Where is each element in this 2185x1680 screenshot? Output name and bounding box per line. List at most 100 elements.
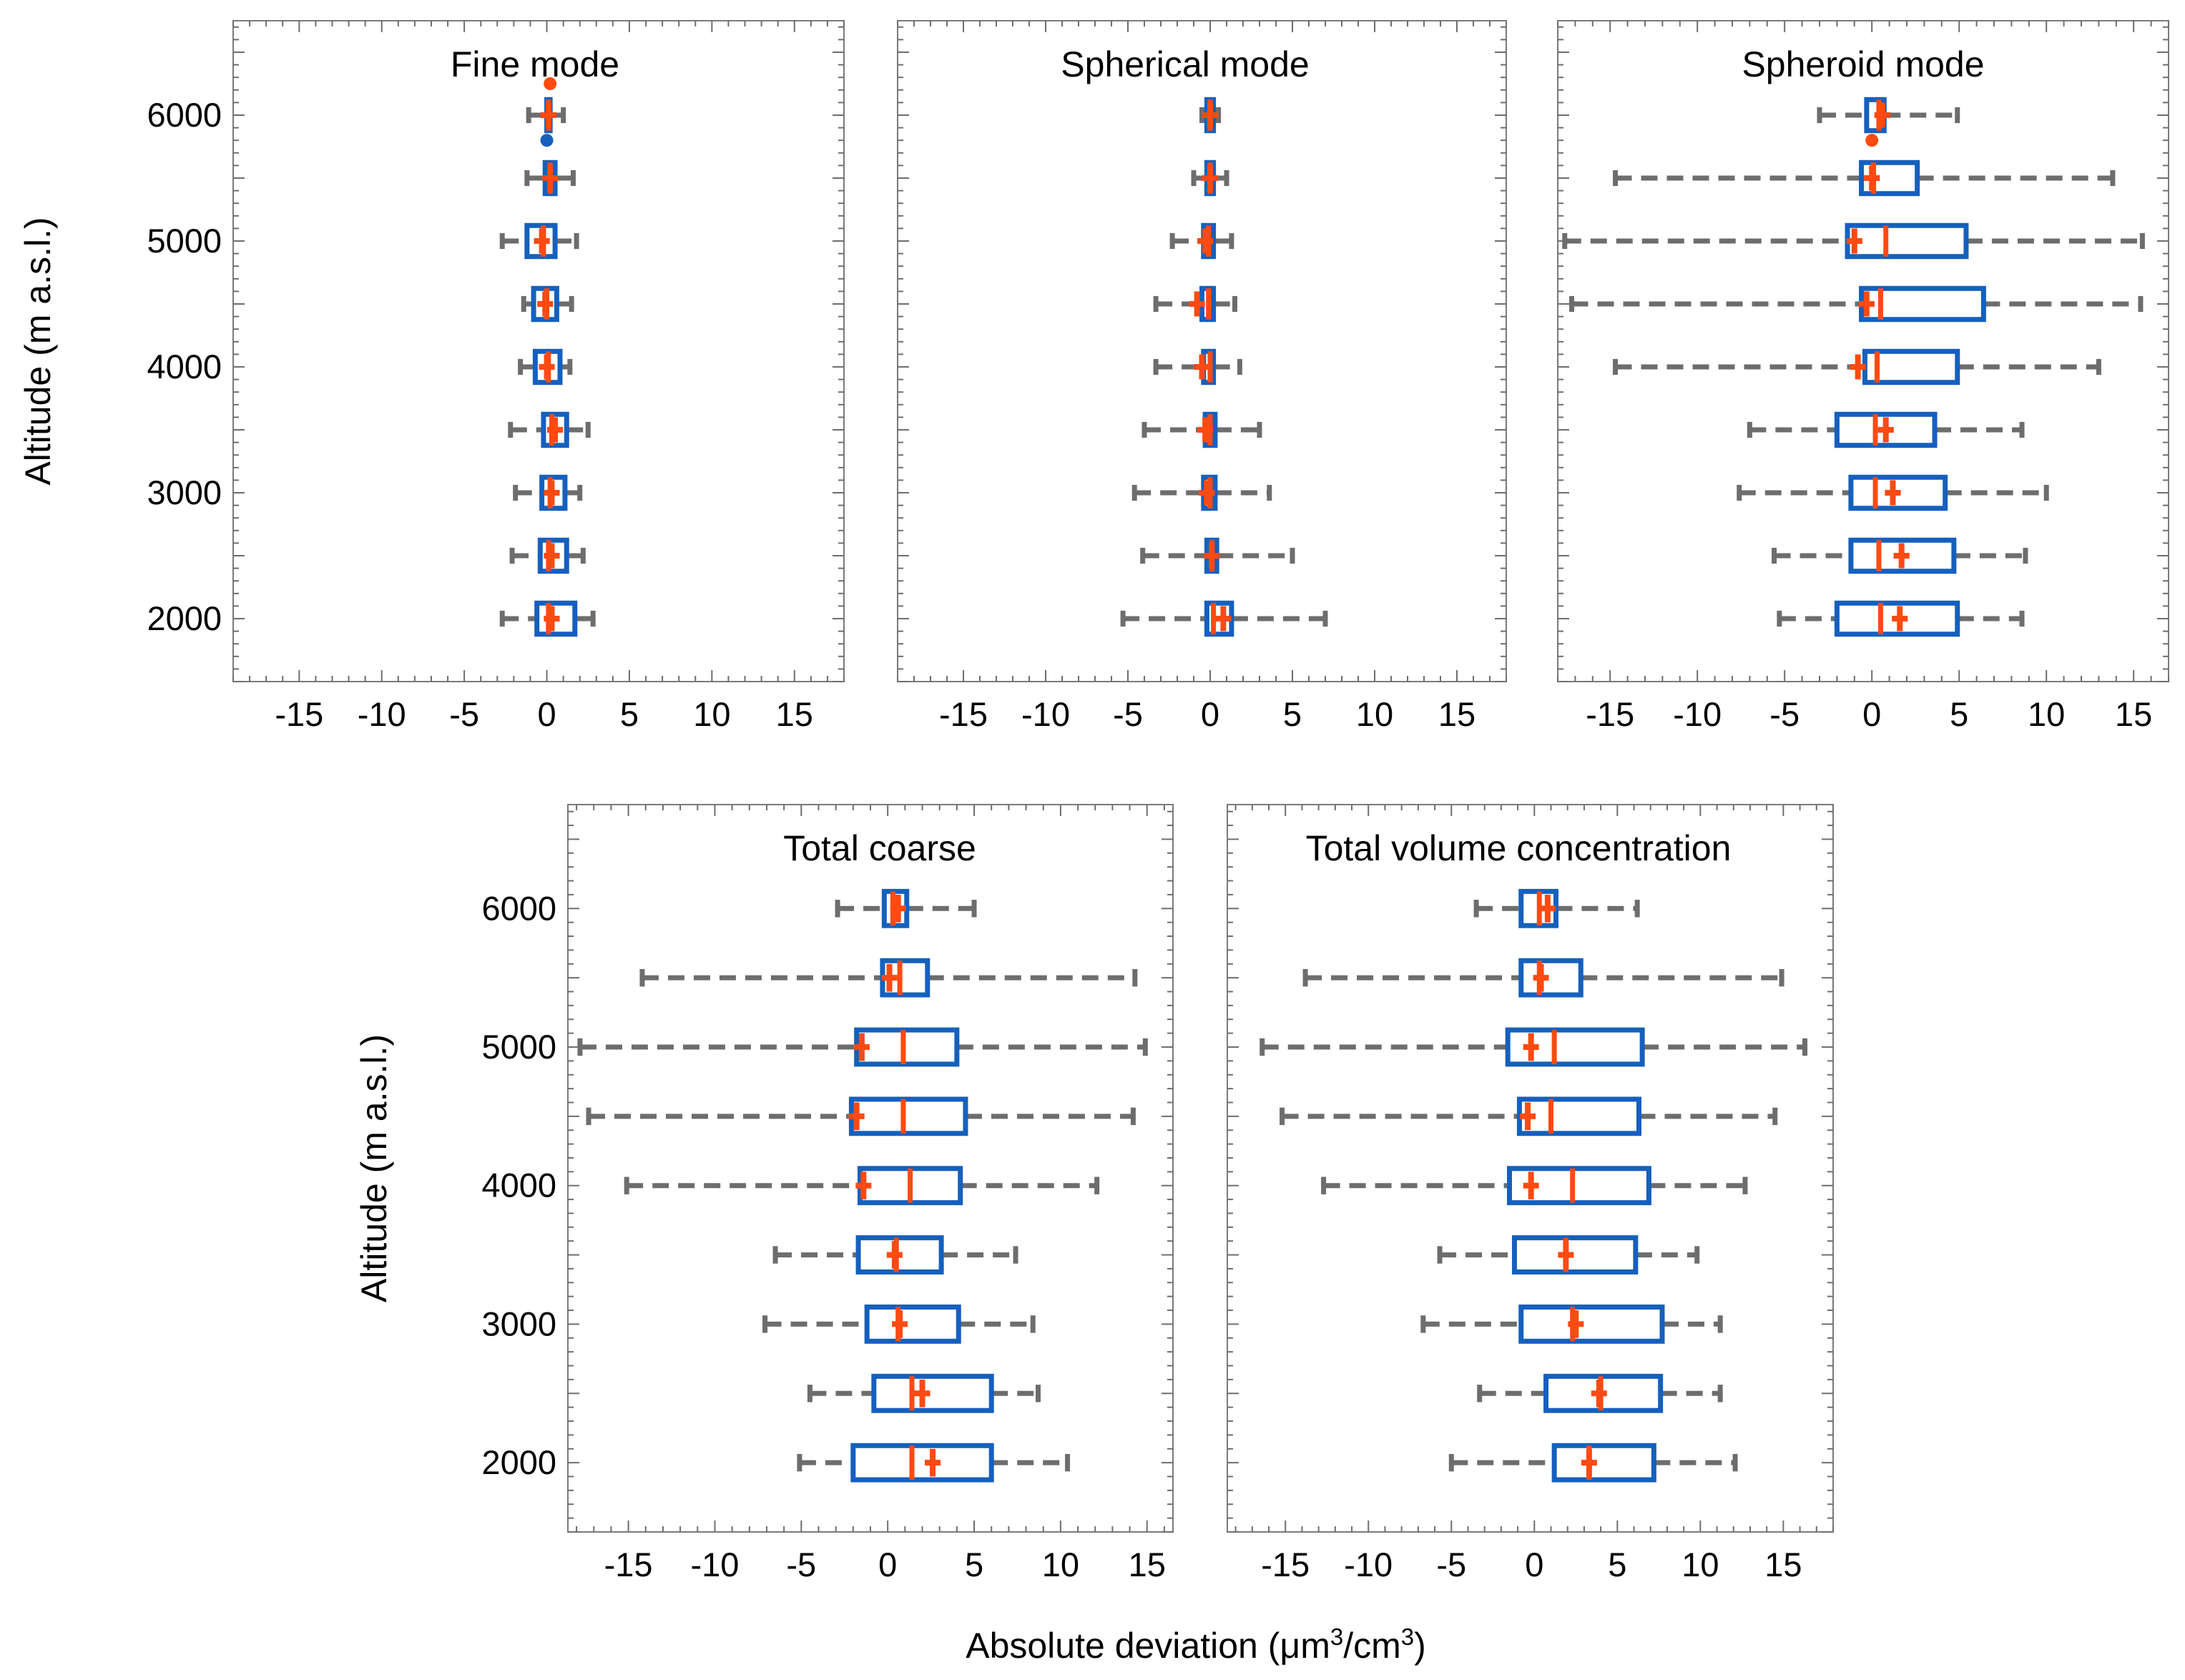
mean-marker bbox=[1197, 417, 1214, 443]
panel-1: -15 -10 -5 0 5 10 15 2000 3000 4000 5000 6000 Fine m… bbox=[18, 20, 845, 733]
mean-marker bbox=[1533, 963, 1549, 992]
mean-marker bbox=[1850, 354, 1866, 380]
iqr-box bbox=[539, 474, 568, 511]
mean-marker bbox=[886, 1241, 903, 1269]
iqr-box bbox=[1518, 958, 1583, 998]
mean-marker bbox=[1215, 606, 1232, 632]
box-4000 bbox=[624, 1166, 1100, 1206]
iqr-box bbox=[1834, 411, 1938, 448]
panel-4: -15 -10 -5 0 5 10 15 2000 3000 4000 5000 6000 Total … bbox=[354, 804, 1174, 1583]
mean-marker bbox=[1892, 606, 1908, 632]
mean-marker bbox=[1874, 102, 1890, 128]
mean-marker bbox=[1864, 165, 1880, 191]
x-tick-label: -10 bbox=[358, 695, 406, 733]
box-2000 bbox=[1448, 1443, 1738, 1483]
box-6000 bbox=[1199, 97, 1221, 134]
mean-marker bbox=[1202, 102, 1219, 128]
box-2000 bbox=[1120, 600, 1328, 637]
shared-x-axis-label: Absolute deviation (μm3/cm3) bbox=[966, 1623, 1426, 1666]
x-tick-label: -5 bbox=[449, 695, 479, 733]
x-tick-label: -10 bbox=[690, 1546, 739, 1583]
x-tick-label: -10 bbox=[1673, 695, 1722, 733]
mean-marker bbox=[1591, 1379, 1607, 1408]
box-4000 bbox=[1153, 348, 1242, 385]
box-3000 bbox=[1131, 474, 1272, 511]
x-tick-label: -15 bbox=[1586, 695, 1634, 733]
outlier-point bbox=[1865, 134, 1879, 147]
panel-5: -15 -10 -5 0 5 10 15 Total volume concentration bbox=[1227, 804, 1834, 1583]
iqr-box bbox=[1511, 1235, 1639, 1274]
box-4500 bbox=[1280, 1096, 1778, 1136]
y-tick-label: 2000 bbox=[481, 1443, 556, 1481]
plot-frame bbox=[1557, 20, 2169, 682]
box-2500 bbox=[509, 537, 586, 574]
box-2000 bbox=[499, 600, 596, 637]
outlier-point bbox=[544, 77, 557, 90]
y-tick-label: 5000 bbox=[147, 222, 222, 260]
box-5000 bbox=[1562, 222, 2145, 260]
mean-marker bbox=[537, 291, 554, 317]
box-5500 bbox=[1191, 159, 1229, 197]
mean-marker bbox=[892, 1310, 908, 1338]
box-5500 bbox=[639, 958, 1138, 998]
mean-marker bbox=[1194, 354, 1210, 380]
x-tick-label: 5 bbox=[1608, 1546, 1626, 1583]
mean-marker bbox=[890, 894, 906, 923]
box-4000 bbox=[518, 348, 573, 385]
x-tick-label: 0 bbox=[1862, 695, 1881, 733]
box-3000 bbox=[1737, 474, 2049, 511]
panel-3: -15 -10 -5 0 5 10 15 Spheroid mode bbox=[1557, 20, 2169, 733]
iqr-box bbox=[864, 1305, 961, 1344]
y-tick-label: 3000 bbox=[481, 1305, 556, 1342]
mean-marker bbox=[853, 1033, 870, 1061]
x-tick-label: -15 bbox=[604, 1546, 653, 1583]
box-5000 bbox=[499, 222, 579, 260]
x-tick-label: 10 bbox=[2028, 695, 2065, 733]
mean-marker bbox=[914, 1379, 931, 1408]
box-6000 bbox=[1817, 97, 1960, 134]
x-tick-label: 10 bbox=[1681, 1546, 1719, 1583]
mean-marker bbox=[1858, 291, 1875, 317]
mean-marker bbox=[1202, 165, 1219, 191]
x-tick-label: -10 bbox=[1021, 695, 1070, 733]
mean-marker bbox=[1877, 417, 1894, 443]
mean-marker bbox=[539, 354, 555, 380]
x-tick-label: -5 bbox=[1436, 1546, 1466, 1583]
plot-frame bbox=[232, 20, 845, 682]
x-tick-label: -5 bbox=[786, 1546, 816, 1583]
iqr-box bbox=[1834, 600, 1960, 637]
x-tick-label: 10 bbox=[693, 695, 730, 733]
iqr-box bbox=[1551, 1443, 1656, 1483]
plot-frame bbox=[1227, 804, 1834, 1533]
panel-title: Total volume concentration bbox=[1306, 828, 1732, 868]
iqr-box bbox=[1204, 600, 1234, 637]
y-tick-label: 3000 bbox=[147, 473, 222, 511]
iqr-box bbox=[1518, 1305, 1665, 1344]
mean-marker bbox=[534, 228, 550, 254]
box-3500 bbox=[1747, 411, 2025, 448]
box-3000 bbox=[762, 1305, 1036, 1344]
mean-marker bbox=[542, 165, 559, 191]
iqr-box bbox=[871, 1373, 994, 1413]
panel-title: Spherical mode bbox=[1061, 44, 1309, 84]
iqr-box bbox=[854, 1027, 960, 1067]
x-tick-label: -15 bbox=[275, 695, 323, 733]
box-3000 bbox=[1420, 1305, 1723, 1344]
box-4500 bbox=[521, 285, 574, 323]
x-tick-label: 15 bbox=[1438, 695, 1476, 733]
box-5500 bbox=[1613, 159, 2116, 197]
box-3500 bbox=[508, 411, 591, 448]
x-tick-label: 10 bbox=[1042, 1546, 1079, 1583]
x-tick-label: 15 bbox=[2115, 695, 2152, 733]
x-tick-label: 0 bbox=[537, 695, 556, 733]
mean-marker bbox=[1197, 228, 1214, 254]
box-4500 bbox=[1569, 285, 2144, 323]
iqr-box bbox=[848, 1096, 968, 1136]
x-tick-label: 15 bbox=[1129, 1546, 1166, 1583]
mean-marker bbox=[1523, 1033, 1539, 1061]
box-5000 bbox=[1260, 1027, 1808, 1067]
iqr-box bbox=[1859, 159, 1920, 197]
box-3500 bbox=[1437, 1235, 1700, 1274]
y-tick-label: 6000 bbox=[481, 889, 556, 927]
iqr-box bbox=[541, 411, 569, 448]
